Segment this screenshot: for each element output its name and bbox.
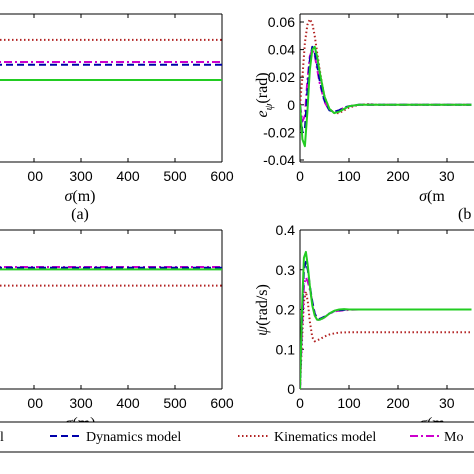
legend: l Dynamics model Kinematics model Mo <box>0 421 474 453</box>
x-tick-label: 400 <box>116 168 140 184</box>
series-line-unnamed <box>300 45 472 148</box>
y-tick-label: -0.04 <box>263 152 295 168</box>
x-axis-unit: (m) <box>72 188 95 205</box>
series-line-unnamed <box>300 250 472 389</box>
x-tick-label: 400 <box>116 395 140 411</box>
panel-caption: (a) <box>71 206 89 223</box>
x-axis-unit: (m <box>427 188 445 205</box>
y-axis-symbol: e <box>254 110 271 117</box>
x-tick-label: 0 <box>296 395 304 411</box>
legend-label: Kinematics model <box>274 430 376 445</box>
legend-label: l <box>0 430 4 445</box>
x-tick-label: 00 <box>27 168 43 184</box>
series-line-dynamics-model <box>300 45 472 134</box>
x-tick-label: 00 <box>27 395 43 411</box>
x-tick-label: 600 <box>210 395 234 411</box>
y-tick-label: 0.4 <box>276 222 296 238</box>
y-tick-label: 0 <box>287 381 295 397</box>
x-tick-label: 0 <box>296 168 304 184</box>
panel-a: 00 300 400 500 600 σ(m)(a) <box>0 13 234 223</box>
x-tick-label: 300 <box>69 168 93 184</box>
legend-label: Mo <box>444 430 463 445</box>
y-tick-label: 0.02 <box>268 69 295 85</box>
x-axis-symbol: σ <box>65 188 74 205</box>
x-tick-label: 500 <box>163 168 187 184</box>
x-axis-symbol: σ <box>419 188 428 205</box>
x-axis-label: σ(m) <box>65 188 96 205</box>
x-axis-label: σ(m <box>419 188 445 205</box>
y-tick-label: 0.04 <box>268 42 295 58</box>
series-line-dynamics-model <box>300 260 472 389</box>
y-axis-unit: (rad) <box>254 72 271 103</box>
y-tick-label: 0.1 <box>276 341 296 357</box>
y-tick-label: 0.3 <box>276 262 296 278</box>
series-line-model <box>300 48 472 123</box>
x-tick-label: 100 <box>337 395 361 411</box>
legend-box <box>0 421 474 453</box>
x-tick-label: 30 <box>439 395 455 411</box>
legend-label: Dynamics model <box>86 430 181 445</box>
panel-caption: (b <box>458 206 471 223</box>
series-line-kinematics-model <box>300 290 472 389</box>
y-axis-subscript: ψ <box>263 103 275 110</box>
y-axis-label: ψ̇(rad/s) <box>254 284 271 336</box>
x-tick-label: 200 <box>386 168 410 184</box>
x-tick-label: 30 <box>439 168 455 184</box>
y-tick-label: 0 <box>287 97 295 113</box>
y-tick-label: 0.2 <box>276 302 296 318</box>
panel-b: 0 100 200 300.060.040.020-0.02-0.04σ(m(beψ(… <box>254 13 474 223</box>
y-axis-unit: (rad/s) <box>254 284 271 326</box>
series-line-model <box>300 276 472 389</box>
x-tick-label: 500 <box>163 395 187 411</box>
y-tick-label: -0.02 <box>263 124 295 140</box>
x-tick-label: 100 <box>337 168 361 184</box>
x-tick-label: 200 <box>386 395 410 411</box>
x-tick-label: 600 <box>210 168 234 184</box>
y-axis-label: eψ(rad) <box>254 72 275 117</box>
x-tick-label: 300 <box>69 395 93 411</box>
y-tick-label: 0.06 <box>268 14 295 30</box>
